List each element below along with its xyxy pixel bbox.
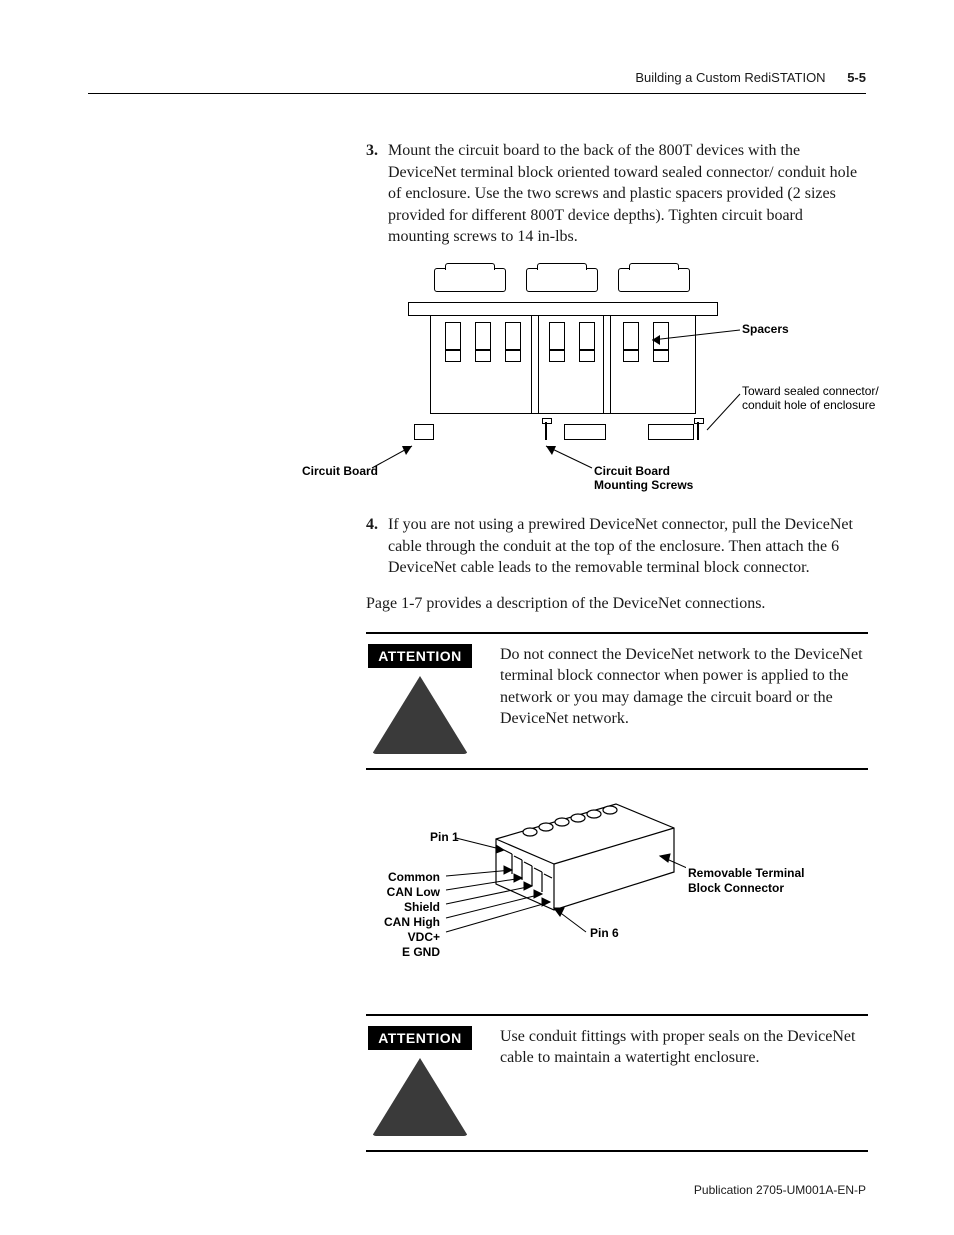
step-3: 3. Mount the circuit board to the back o…: [366, 140, 868, 248]
warning-triangle-icon: [372, 1058, 468, 1136]
attention-text: Use conduit fittings with proper seals o…: [500, 1026, 868, 1136]
label-vdc: VDC+: [362, 930, 440, 945]
figure-terminal-block: Pin 1 Pin 6 Common CAN Low Shield CAN Hi…: [366, 794, 868, 994]
label-sealed-connector: Toward sealed connector/ conduit hole of…: [742, 384, 892, 413]
header-rule: [88, 93, 866, 94]
step-4: 4. If you are not using a prewired Devic…: [366, 514, 868, 579]
step-number: 4.: [366, 514, 388, 579]
attention-badge: ATTENTION: [368, 1026, 472, 1050]
paragraph-reference: Page 1-7 provides a description of the D…: [366, 593, 868, 615]
label-egnd: E GND: [362, 945, 440, 960]
publication-footer: Publication 2705-UM001A-EN-P: [694, 1183, 866, 1197]
header-title: Building a Custom RediSTATION: [635, 70, 825, 85]
attention-box-2: ATTENTION Use conduit fittings with prop…: [366, 1014, 868, 1152]
label-pin6: Pin 6: [590, 926, 619, 941]
label-mounting-screws: Circuit Board Mounting Screws: [594, 464, 714, 493]
label-shield: Shield: [362, 900, 440, 915]
terminal-block-svg: [426, 794, 686, 954]
label-pin1: Pin 1: [430, 830, 459, 845]
attention-badge: ATTENTION: [368, 644, 472, 668]
page-number: 5-5: [847, 70, 866, 85]
step-text: If you are not using a prewired DeviceNe…: [388, 514, 868, 579]
label-can-high: CAN High: [362, 915, 440, 930]
warning-triangle-icon: [372, 676, 468, 754]
attention-box-1: ATTENTION Do not connect the DeviceNet n…: [366, 632, 868, 770]
attention-text: Do not connect the DeviceNet network to …: [500, 644, 868, 754]
label-can-low: CAN Low: [362, 885, 440, 900]
step-number: 3.: [366, 140, 388, 248]
label-circuit-board: Circuit Board: [302, 464, 378, 478]
figure-circuit-board: Spacers Toward sealed connector/ conduit…: [302, 262, 862, 492]
label-connector: Removable Terminal Block Connector: [688, 866, 828, 896]
label-spacers: Spacers: [742, 322, 789, 336]
page-header: Building a Custom RediSTATION 5-5: [88, 70, 866, 85]
step-text: Mount the circuit board to the back of t…: [388, 140, 868, 248]
label-common: Common: [362, 870, 440, 885]
